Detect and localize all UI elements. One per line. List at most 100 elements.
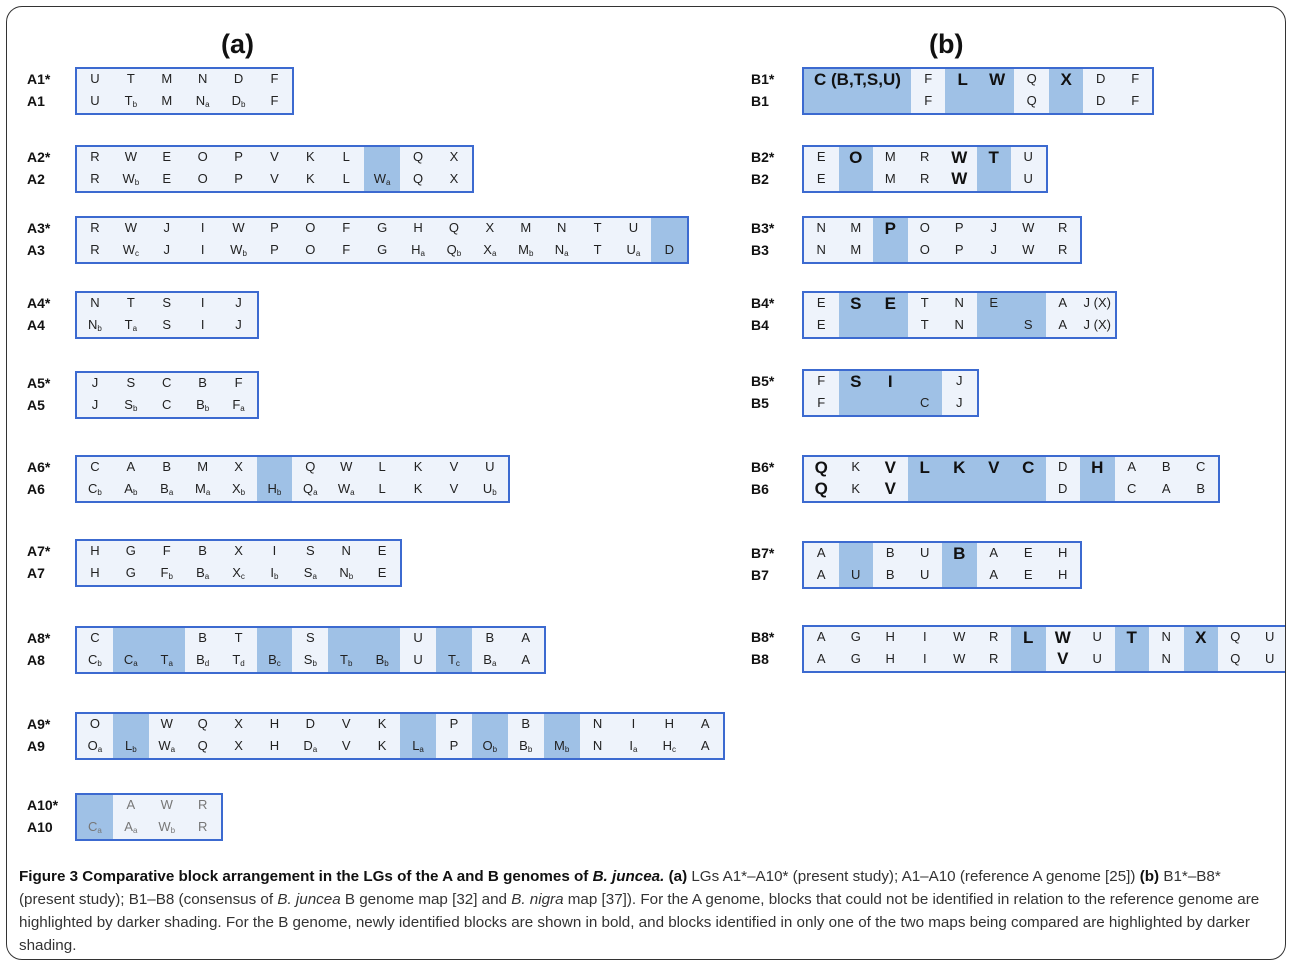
block-label: R xyxy=(989,651,999,666)
block-label: N xyxy=(954,317,964,332)
block-label: Cb xyxy=(88,652,102,669)
block-label: V xyxy=(1057,649,1069,668)
block-label: Td xyxy=(232,652,245,669)
block: N Nb xyxy=(328,541,364,585)
block-label: K xyxy=(377,738,387,753)
block-label: D xyxy=(664,242,675,257)
shaded-block: Bb xyxy=(364,628,401,672)
block-label: K xyxy=(306,149,315,164)
block-label: S xyxy=(306,630,315,645)
block-label: Q xyxy=(197,738,208,753)
block-label: Bc xyxy=(268,652,281,669)
block-label: Ib xyxy=(270,565,279,582)
block-label: M xyxy=(850,242,862,257)
block-label: P xyxy=(270,220,279,235)
block-label: J (X) xyxy=(1083,295,1111,310)
block-label: X xyxy=(449,171,459,186)
block-label: Db xyxy=(231,93,246,110)
block-label: T xyxy=(920,317,929,332)
block-label: N xyxy=(197,71,208,86)
block-label: N xyxy=(816,242,826,257)
shaded-block: C (B,T,S,U) xyxy=(804,69,911,113)
block: A Aa xyxy=(113,795,149,839)
block-label: R xyxy=(920,149,930,164)
block-label: W xyxy=(1054,628,1071,647)
block-label: D xyxy=(1058,459,1068,474)
block-label: I xyxy=(887,372,893,391)
block-label: Qb xyxy=(446,242,462,259)
lg-label-present: A4* xyxy=(27,295,51,311)
block-label: B xyxy=(521,716,531,731)
block-label: O xyxy=(197,171,208,186)
block-label: J xyxy=(956,373,963,388)
block-label: U xyxy=(920,567,930,582)
block-label: W xyxy=(1022,242,1035,257)
block-label: Na xyxy=(554,242,569,259)
block-label: U xyxy=(1023,149,1033,164)
block: B Bb xyxy=(508,714,544,758)
shaded-block: S xyxy=(838,293,873,337)
block-label: Ha xyxy=(411,242,425,259)
block-label: N xyxy=(816,220,826,235)
block-label: Q xyxy=(197,716,208,731)
block-label: M xyxy=(850,220,862,235)
block-label: U xyxy=(1023,171,1033,186)
block-label: E xyxy=(1023,545,1033,560)
block-label: P xyxy=(234,149,243,164)
shaded-block: S xyxy=(838,371,873,415)
lg-label-present: B4* xyxy=(751,295,775,311)
shaded-block: T xyxy=(976,147,1011,191)
block-label: B xyxy=(885,567,895,582)
lg-label-present: A5* xyxy=(27,375,51,391)
block-label: Bb xyxy=(196,397,210,414)
lg-label-present: A7* xyxy=(27,543,51,559)
block-label: A xyxy=(816,629,826,644)
block: W Wc xyxy=(113,218,149,262)
shaded-block: E xyxy=(976,293,1011,337)
block-label: B xyxy=(198,375,207,390)
block-label: T xyxy=(234,630,243,645)
block-label: F xyxy=(342,220,351,235)
block-label: C xyxy=(1127,481,1137,496)
block-label: K xyxy=(377,716,387,731)
block-label: U xyxy=(1092,651,1102,666)
block-label: J xyxy=(990,242,998,257)
block-label: U xyxy=(920,545,930,560)
block-label: X xyxy=(1195,628,1207,647)
block-label: C xyxy=(920,395,930,410)
block: Q Qa xyxy=(292,457,328,501)
caption-text-b-post: map [37]). For the A genome, blocks that… xyxy=(19,891,1260,954)
lg-label-present: B6* xyxy=(751,459,775,475)
block-label: Tb xyxy=(340,652,353,669)
block: F Fa xyxy=(221,373,257,417)
block-label: X xyxy=(234,459,243,474)
block-label: I xyxy=(922,629,927,644)
block-label: L xyxy=(342,171,350,186)
block: C Cb xyxy=(77,457,113,501)
shaded-block: L xyxy=(1011,627,1046,671)
block-label: W xyxy=(951,148,968,167)
block-label: O xyxy=(197,149,208,164)
shaded-block: B xyxy=(942,543,977,587)
shaded-block: L xyxy=(945,69,980,113)
